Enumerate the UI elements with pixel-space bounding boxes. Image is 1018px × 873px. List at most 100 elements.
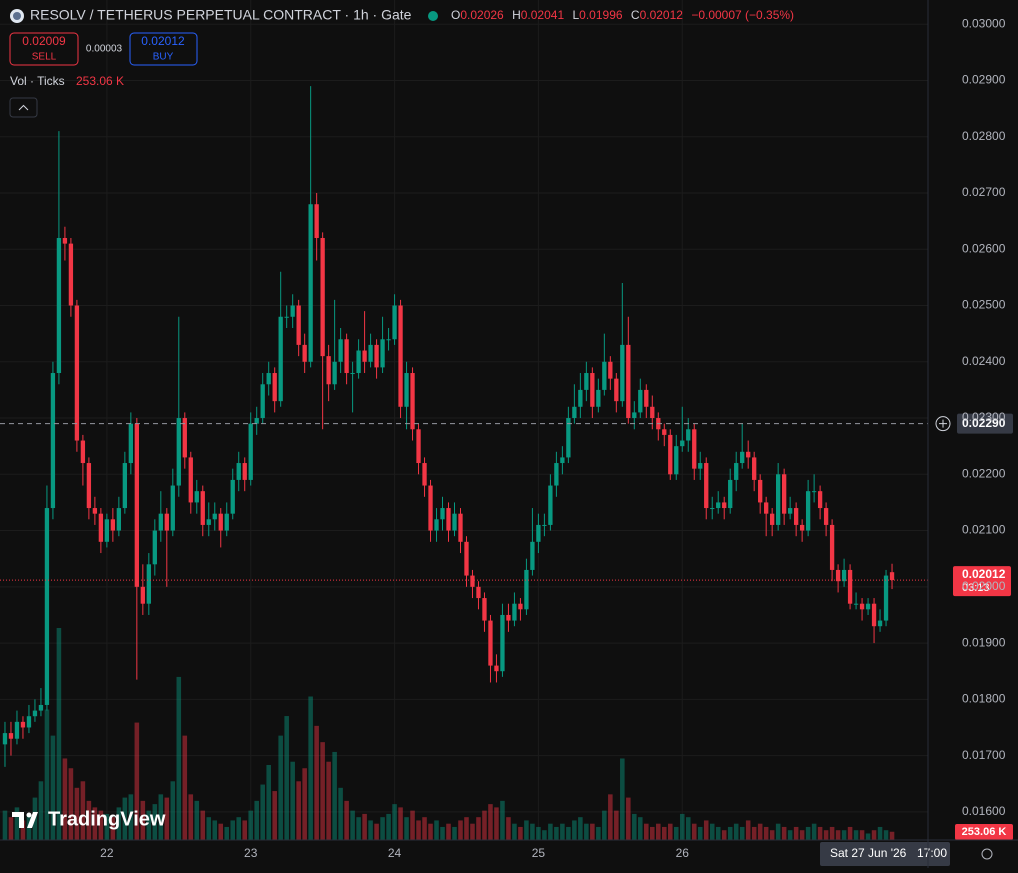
volume-bar bbox=[416, 820, 421, 840]
candle-body bbox=[889, 572, 895, 581]
candle-body bbox=[518, 603, 523, 610]
h-value: 0.02041 bbox=[521, 8, 565, 22]
volume-bar bbox=[644, 823, 649, 840]
market-status[interactable] bbox=[428, 11, 438, 21]
collapse-button[interactable] bbox=[9, 97, 38, 118]
volume-bar bbox=[248, 810, 253, 840]
add-alert-button[interactable] bbox=[935, 416, 951, 432]
candle-body bbox=[404, 373, 409, 407]
candle-body bbox=[554, 463, 559, 486]
candle-body bbox=[182, 418, 187, 458]
candle-body bbox=[883, 575, 889, 621]
candle-body bbox=[398, 305, 403, 407]
sell-button[interactable] bbox=[9, 32, 79, 66]
volume-value-label: 253.06 K bbox=[962, 826, 1007, 838]
volume-bar bbox=[344, 800, 349, 840]
volume-bar bbox=[835, 830, 841, 840]
buy-button[interactable] bbox=[129, 32, 198, 66]
candle-body bbox=[458, 513, 463, 542]
candle-body bbox=[146, 564, 151, 604]
volume-bar bbox=[865, 833, 871, 840]
candle-body bbox=[847, 569, 853, 604]
candle-body bbox=[134, 423, 139, 587]
volume-bar bbox=[74, 787, 80, 840]
candle-body bbox=[716, 502, 721, 509]
candle-body bbox=[871, 603, 877, 627]
volume-bar bbox=[781, 826, 787, 840]
volume-bar bbox=[817, 826, 823, 840]
volume-bar bbox=[464, 817, 469, 840]
volume-bar bbox=[488, 804, 493, 840]
candle-body bbox=[781, 474, 787, 514]
candle-body bbox=[362, 350, 367, 362]
volume-bar bbox=[470, 823, 475, 840]
volume-bar bbox=[829, 826, 835, 840]
volume-bar bbox=[194, 800, 200, 840]
candle-body bbox=[470, 575, 475, 587]
candle-body bbox=[584, 373, 589, 390]
volume-bar bbox=[182, 735, 188, 840]
candle-body bbox=[140, 586, 145, 604]
candle-body bbox=[56, 237, 62, 374]
candle-body bbox=[644, 389, 649, 407]
y-tick-label: 0.02000 bbox=[962, 579, 1006, 593]
volume-bar bbox=[50, 735, 56, 840]
candle-body bbox=[817, 491, 823, 509]
volume-bar bbox=[703, 820, 709, 840]
brand-name[interactable]: TradingView bbox=[48, 808, 166, 830]
volume-bar bbox=[578, 817, 583, 840]
brand-logo bbox=[12, 812, 38, 828]
candle-body bbox=[793, 508, 799, 525]
candle-body bbox=[158, 513, 163, 531]
candle-body bbox=[80, 440, 86, 464]
volume-bar bbox=[691, 823, 697, 840]
volume-bar bbox=[230, 820, 236, 840]
volume-bar bbox=[632, 813, 637, 840]
candle-body bbox=[662, 429, 667, 435]
candle-body bbox=[811, 491, 817, 493]
volume-bar bbox=[44, 709, 50, 840]
volume-bar bbox=[560, 823, 565, 840]
volume-bar bbox=[164, 797, 170, 840]
volume-bar bbox=[506, 817, 511, 840]
volume-bar bbox=[871, 830, 877, 840]
volume-bar bbox=[452, 826, 457, 840]
volume-bar bbox=[518, 826, 523, 840]
settings-button[interactable] bbox=[981, 848, 993, 860]
candle-body bbox=[164, 513, 169, 531]
candle-body bbox=[116, 508, 122, 531]
symbol-title[interactable]: RESOLV / TETHERUS PERPETUAL CONTRACT · 1… bbox=[30, 7, 412, 23]
volume-bar bbox=[811, 823, 817, 840]
volume-bar bbox=[787, 830, 793, 840]
volume-bar bbox=[596, 826, 601, 840]
candle-body bbox=[254, 418, 259, 424]
candle-body bbox=[32, 710, 38, 717]
candle-body bbox=[853, 603, 859, 605]
volume-bar bbox=[320, 742, 325, 840]
x-tick-label: 23 bbox=[244, 846, 258, 860]
candle-body bbox=[548, 485, 553, 525]
volume-bar bbox=[272, 791, 277, 840]
x-tick-label: 26 bbox=[676, 846, 690, 860]
candle-body bbox=[512, 603, 517, 621]
candle-body bbox=[638, 389, 643, 413]
volume-bar bbox=[841, 830, 847, 840]
candle-body bbox=[452, 513, 457, 531]
y-tick-label: 0.03000 bbox=[962, 16, 1006, 30]
volume-bar bbox=[386, 813, 391, 840]
candle-body bbox=[272, 373, 277, 402]
volume-bar bbox=[763, 826, 769, 840]
sell-label: SELL bbox=[32, 52, 57, 63]
candle-body bbox=[692, 429, 697, 469]
candle-body bbox=[194, 491, 199, 503]
volume-bar bbox=[614, 810, 619, 840]
candle-body bbox=[578, 389, 583, 407]
candle-body bbox=[188, 457, 193, 503]
candle-body bbox=[650, 406, 655, 419]
volume-bar bbox=[98, 810, 104, 840]
volume-bar bbox=[110, 817, 116, 840]
candle-body bbox=[877, 620, 883, 627]
y-tick-label: 0.02800 bbox=[962, 129, 1006, 143]
volume-bar bbox=[338, 787, 343, 840]
volume-bar bbox=[512, 823, 517, 840]
